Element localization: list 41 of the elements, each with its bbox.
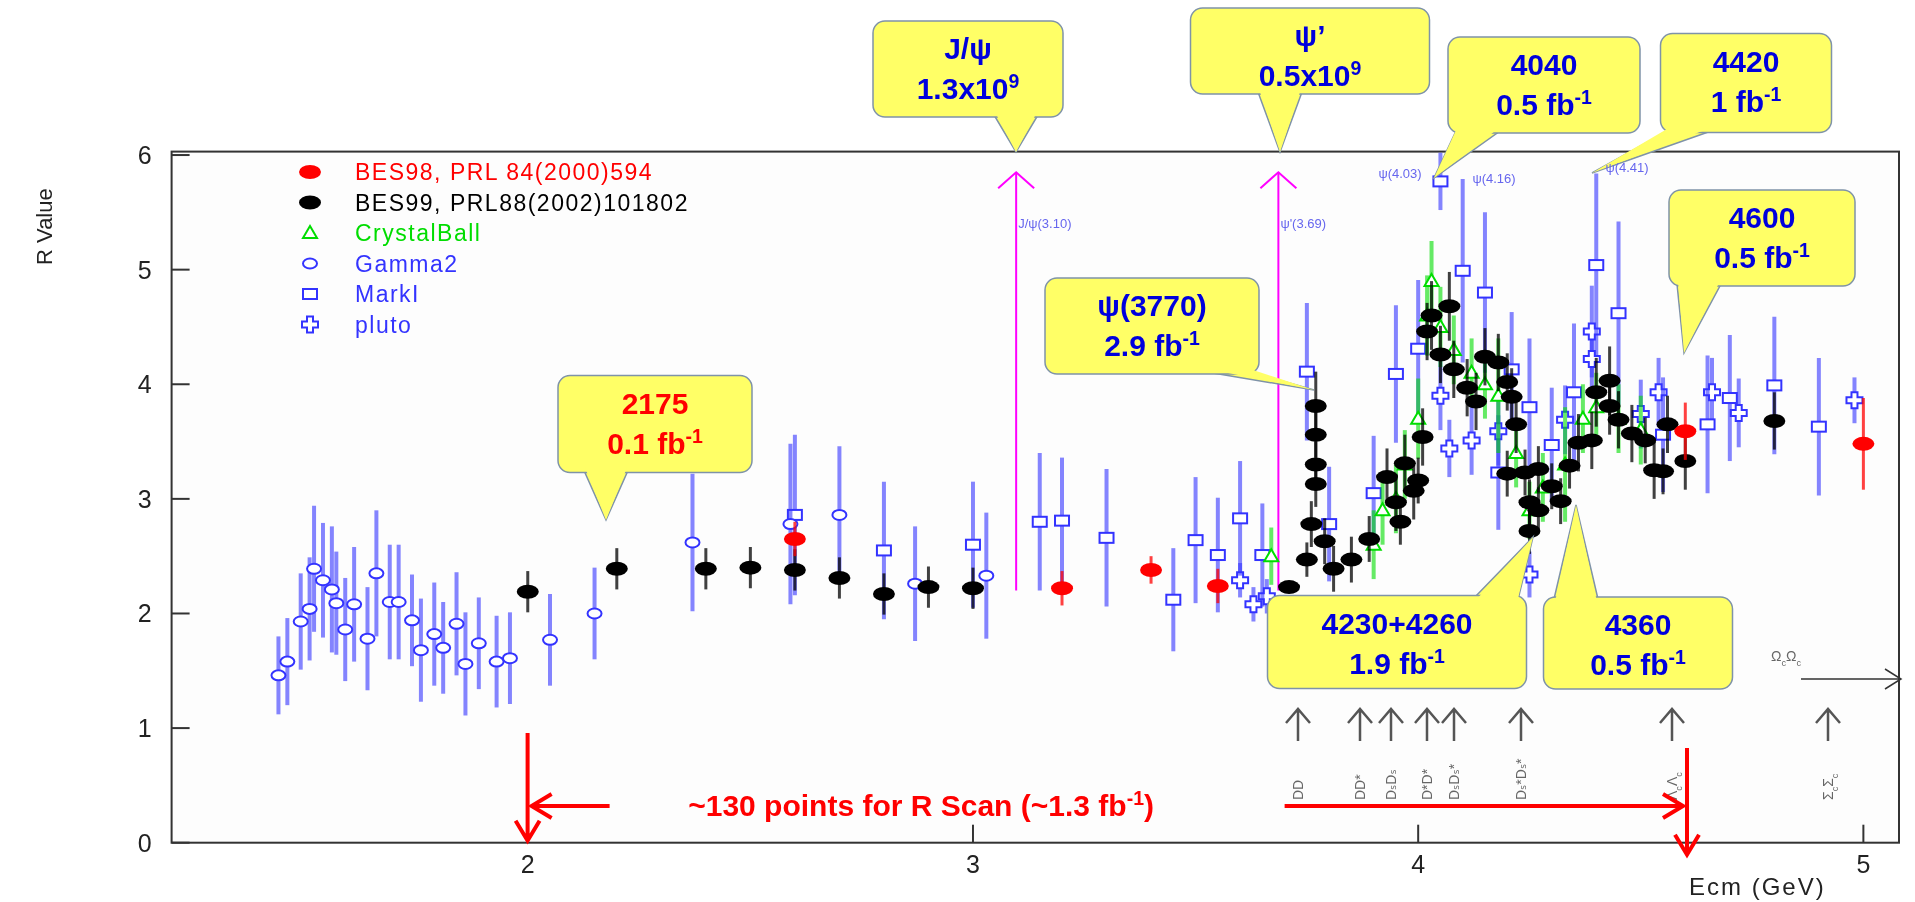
annotation: 2175 0.1 fb$^{-1}$ [607,386,703,460]
y-tick-label: 0 [137,828,152,857]
legend-label: Gamma2 [355,250,459,277]
text: ψ’ 0.5x10$^{9}$ [1258,19,1362,92]
legend-label: BES98, PRL 84(2000)594 [355,159,654,185]
y-tick-label: 2 [137,599,152,628]
annotation: Ω$_{c}$Ω$_{c}$ [1771,648,1802,668]
y-tick-label: 4 [137,370,152,399]
annotation: DD [1290,779,1306,800]
text: 4040 0.5 fb$^{-1}$ [1496,48,1592,121]
annotation: 4360 0.5 fb$^{-1}$ [1590,608,1686,681]
x-tick-label: 5 [1856,849,1871,878]
y-tick-label: 5 [137,255,152,284]
annotation: ψ(3770) 2.9 fb$^{-1}$ [1097,289,1207,362]
x-axis-title: Ecm (GeV) [1689,872,1826,900]
x-tick-label: 4 [1411,849,1426,878]
y-tick-label: 1 [137,714,152,743]
annotation: ψ(4.03) [1378,166,1422,181]
legend-label: pluto [355,311,413,338]
annotation: ~130 points for R Scan (~1.3 fb$^{-1}$) [688,787,1155,822]
annotation: D*D* [1419,768,1435,800]
annotation: DₛDₛ [1383,769,1399,800]
annotation: DₛDₛ* [1446,763,1462,800]
annotation: DD* [1352,773,1368,800]
annotation: 4600 0.5 fb$^{-1}$ [1714,201,1810,274]
legend-label: CrystalBall [355,220,482,246]
annotation: Dₛ*Dₛ* [1513,757,1529,800]
legend-label: MarkI [355,281,420,307]
text: 4420 1 fb$^{-1}$ [1710,44,1782,118]
text: J/ψ 1.3x10$^{9}$ [916,32,1020,105]
annotation: ψ(4.41) [1605,160,1649,175]
legend-label: BES99, PRL88(2002)101802 [355,189,689,216]
x-tick-label: 2 [520,849,535,878]
y-tick-label: 3 [137,484,152,513]
y-axis-title: R Value [32,188,57,265]
ref-line-label: ψ'(3.69) [1280,216,1327,232]
annotation: ψ(4.16) [1472,171,1516,186]
ref-line-label: J/ψ(3.10) [1018,216,1072,232]
annotation: 4230+4260 1.9 fb$^{-1}$ [1321,606,1473,680]
x-tick-label: 3 [966,849,980,878]
y-tick-label: 6 [137,141,152,170]
